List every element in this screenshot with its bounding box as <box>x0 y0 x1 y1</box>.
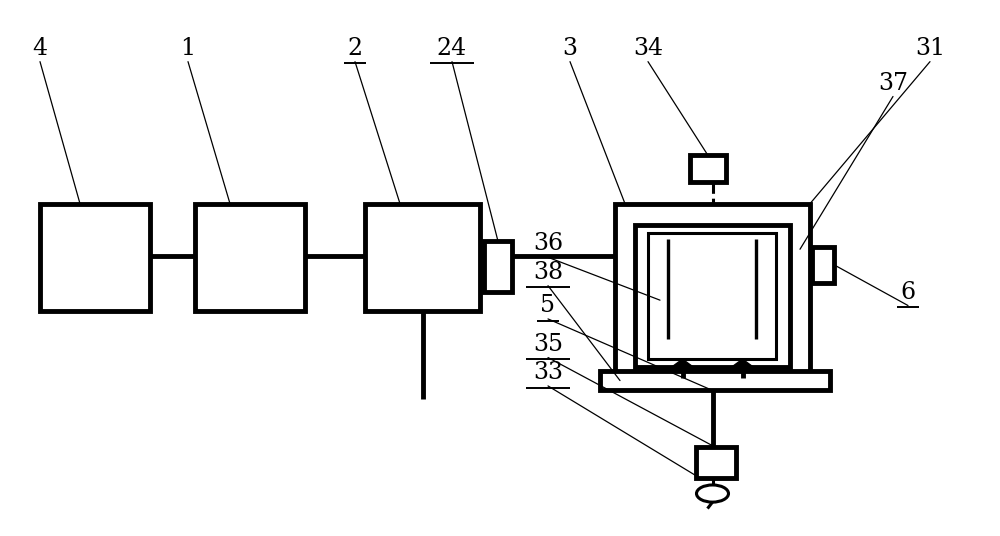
Bar <box>635 225 790 367</box>
Text: 4: 4 <box>32 37 48 59</box>
Bar <box>600 371 830 390</box>
Bar <box>195 204 305 311</box>
Text: 31: 31 <box>915 37 945 59</box>
Text: 3: 3 <box>562 37 578 59</box>
Text: 5: 5 <box>540 294 556 317</box>
Text: 24: 24 <box>437 37 467 59</box>
Bar <box>696 447 736 478</box>
Bar <box>365 204 480 311</box>
Text: 33: 33 <box>533 361 563 384</box>
Text: 2: 2 <box>347 37 363 59</box>
Bar <box>484 241 512 292</box>
Polygon shape <box>726 359 759 371</box>
Text: 38: 38 <box>533 261 563 284</box>
Text: 36: 36 <box>533 233 563 255</box>
Polygon shape <box>666 359 698 371</box>
Bar <box>690 155 726 182</box>
Bar <box>648 233 776 359</box>
Text: 34: 34 <box>633 37 663 59</box>
Bar <box>40 204 150 311</box>
Text: 6: 6 <box>900 281 916 303</box>
Bar <box>812 247 834 283</box>
Text: 37: 37 <box>878 72 908 94</box>
Text: 35: 35 <box>533 333 563 355</box>
Bar <box>615 204 810 378</box>
Text: 1: 1 <box>180 37 196 59</box>
